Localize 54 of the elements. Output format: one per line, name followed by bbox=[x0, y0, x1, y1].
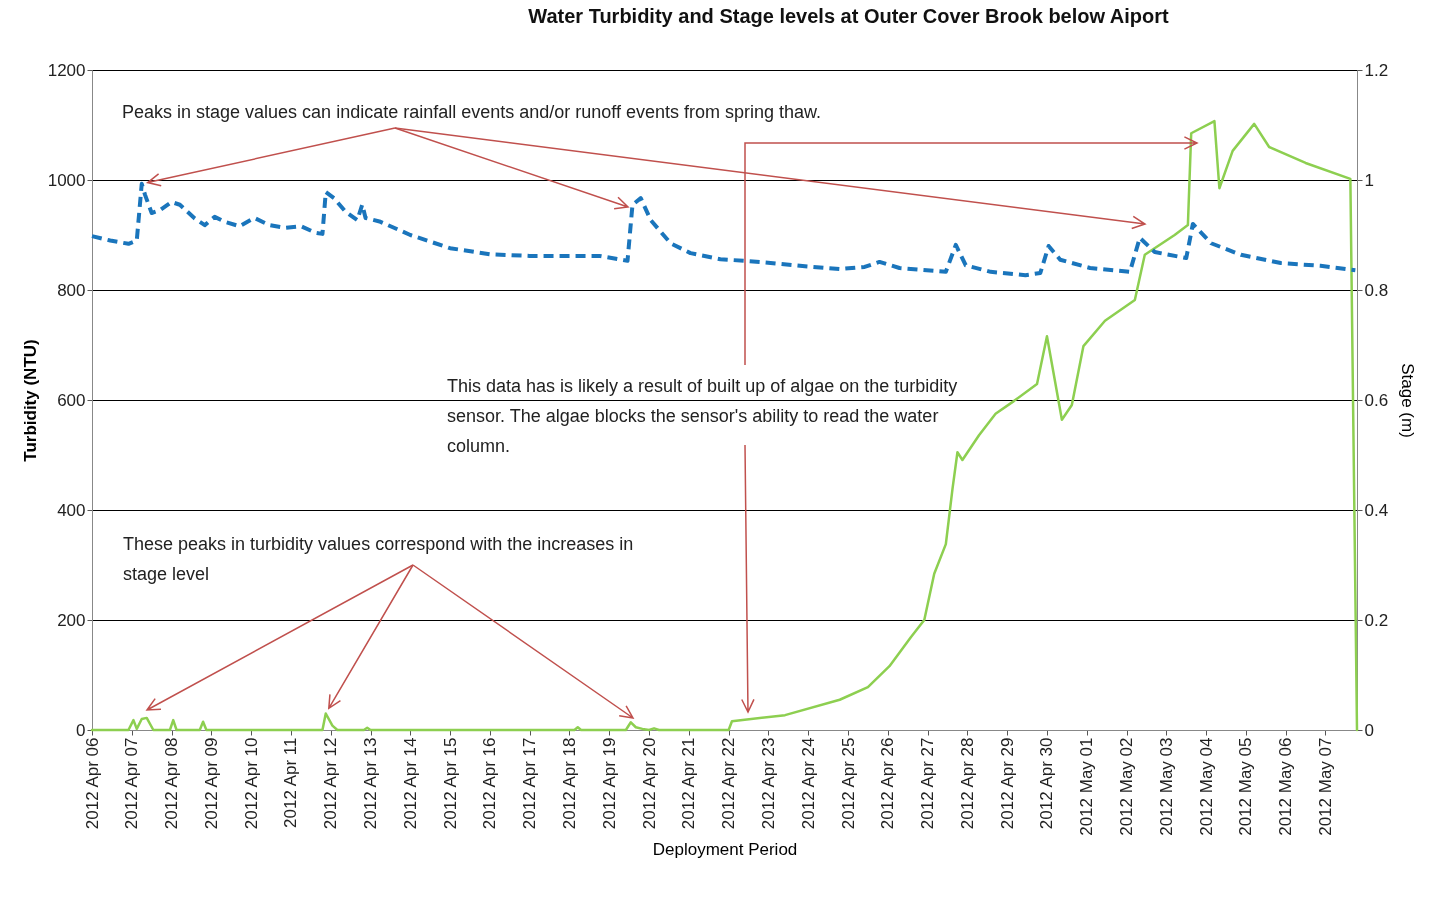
x-tick-label: 2012 Apr 21 bbox=[679, 737, 699, 830]
x-tick-label: 2012 Apr 25 bbox=[838, 737, 858, 830]
x-tick-label: 2012 Apr 15 bbox=[440, 737, 460, 830]
x-tick-label: 2012 May 05 bbox=[1236, 737, 1256, 836]
x-tick-label: 2012 Apr 07 bbox=[122, 737, 142, 830]
y-axis-title: Turbidity (NTU) bbox=[20, 339, 40, 462]
x-tick-label: 2012 Apr 28 bbox=[957, 737, 977, 830]
x-axis-title: Deployment Period bbox=[652, 839, 798, 859]
y-tick-label: 400 bbox=[57, 500, 86, 520]
y-tick-label: 0 bbox=[76, 720, 86, 740]
x-tick-label: 2012 Apr 29 bbox=[997, 737, 1017, 830]
y2-axis-title: Stage (m) bbox=[1398, 363, 1418, 438]
annotation: This data has is likely a result of built up of algae on the turbidity sensor. The algae blocks the sensor's ability to read the water column. bbox=[447, 376, 958, 456]
chart-title: Water Turbidity and Stage levels at Outer Cover Brook below Aiport bbox=[528, 5, 1170, 27]
x-tick-label: 2012 Apr 13 bbox=[361, 737, 381, 830]
x-tick-label: 2012 Apr 20 bbox=[639, 737, 659, 830]
y2-tick-label: 0.2 bbox=[1364, 610, 1389, 630]
x-tick-label: 2012 Apr 11 bbox=[281, 737, 301, 828]
y-tick-label: 1200 bbox=[47, 60, 86, 80]
x-tick-label: 2012 May 03 bbox=[1156, 737, 1176, 836]
annotation: Peaks in stage values can indicate rainfall events and/or runoff events from spring thaw. bbox=[122, 102, 822, 122]
y2-tick-label: 0.4 bbox=[1364, 500, 1389, 520]
y-tick-label: 600 bbox=[57, 390, 86, 410]
x-tick-label: 2012 Apr 24 bbox=[798, 737, 818, 830]
y2-tick-label: 1.2 bbox=[1364, 60, 1389, 80]
x-tick-label: 2012 Apr 12 bbox=[321, 737, 341, 830]
x-tick-label: 2012 Apr 27 bbox=[918, 737, 938, 830]
y2-tick-label: 0.8 bbox=[1364, 280, 1389, 300]
x-tick-label: 2012 Apr 14 bbox=[400, 737, 420, 830]
x-tick-label: 2012 Apr 16 bbox=[480, 737, 500, 830]
x-tick-label: 2012 Apr 10 bbox=[241, 737, 261, 830]
x-tick-label: 2012 Apr 09 bbox=[201, 737, 221, 830]
y2-tick-label: 0 bbox=[1364, 720, 1374, 740]
x-tick-label: 2012 Apr 22 bbox=[719, 737, 739, 830]
x-tick-label: 2012 May 01 bbox=[1077, 737, 1097, 836]
line-series bbox=[90, 181, 1358, 278]
x-tick-label: 2012 Apr 23 bbox=[758, 737, 778, 830]
annotation: These peaks in turbidity values correspond with the increases in stage level bbox=[123, 534, 634, 584]
x-tick-label: 2012 Apr 18 bbox=[559, 737, 579, 830]
y2-tick-label: 0.6 bbox=[1364, 390, 1389, 410]
x-tick-label: 2012 Apr 19 bbox=[599, 737, 619, 830]
x-tick-label: 2012 May 02 bbox=[1117, 737, 1137, 836]
x-tick-label: 2012 Apr 17 bbox=[520, 737, 540, 830]
x-tick-label: 2012 Apr 08 bbox=[162, 737, 182, 830]
x-tick-label: 2012 May 04 bbox=[1196, 737, 1216, 836]
x-tick-label: 2012 Apr 30 bbox=[1037, 737, 1057, 830]
x-tick-label: 2012 May 07 bbox=[1316, 737, 1335, 836]
x-tick-label: 2012 Apr 26 bbox=[878, 737, 898, 830]
y-tick-label: 800 bbox=[57, 280, 86, 300]
x-tick-label: 2012 Apr 06 bbox=[82, 737, 102, 830]
y2-tick-label: 1 bbox=[1364, 170, 1374, 190]
y-tick-label: 1000 bbox=[47, 170, 86, 190]
y-tick-label: 200 bbox=[57, 610, 86, 630]
x-tick-label: 2012 May 06 bbox=[1276, 737, 1296, 836]
